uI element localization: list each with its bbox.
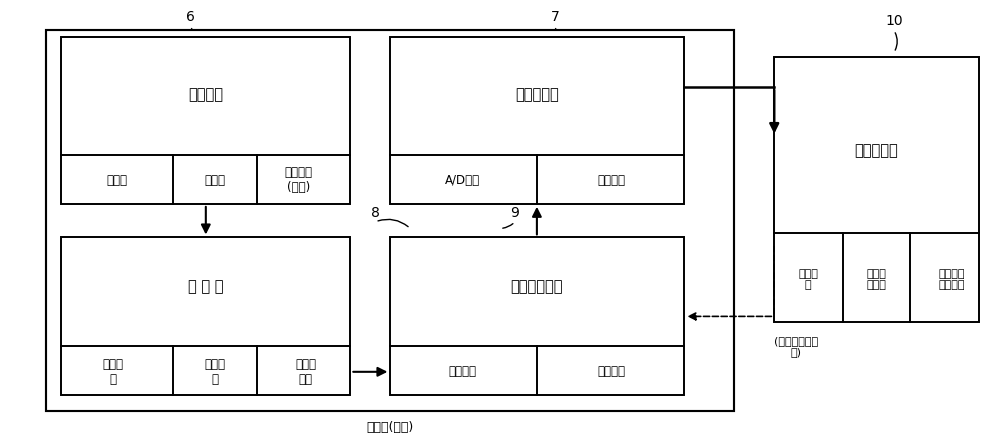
Text: 采集控
制: 采集控 制 — [798, 269, 818, 290]
Bar — [390, 37, 684, 204]
Bar — [61, 37, 350, 204]
Text: 恒压源: 恒压源 — [107, 174, 128, 187]
Text: A/D转换: A/D转换 — [445, 174, 480, 187]
Text: 7: 7 — [550, 10, 559, 24]
Text: 数据处
理分析: 数据处 理分析 — [866, 269, 886, 290]
Text: 源电阵
设置: 源电阵 设置 — [295, 358, 316, 386]
Text: 电压调
节: 电压调 节 — [103, 358, 124, 386]
Text: 参数提取
报告生成: 参数提取 报告生成 — [938, 269, 965, 290]
Text: 恒流源: 恒流源 — [204, 174, 225, 187]
Text: 屏蔽箱(可选): 屏蔽箱(可选) — [367, 422, 414, 435]
Text: 计算机系统: 计算机系统 — [854, 143, 898, 158]
Text: 6: 6 — [186, 10, 195, 24]
Text: 白噪声源
(选配): 白噪声源 (选配) — [285, 166, 313, 194]
Text: 程控放大: 程控放大 — [598, 174, 626, 187]
Text: 8: 8 — [371, 206, 380, 220]
Text: 10: 10 — [885, 14, 903, 28]
Text: 低噪声放大器: 低噪声放大器 — [511, 279, 563, 294]
Bar — [390, 237, 684, 396]
Text: 带宽控制: 带宽控制 — [598, 365, 626, 378]
Bar — [774, 57, 979, 322]
Text: (特定放大器可
控): (特定放大器可 控) — [774, 336, 818, 357]
Text: 适 配 器: 适 配 器 — [188, 279, 224, 294]
Text: 9: 9 — [511, 206, 519, 220]
Text: 增益控制: 增益控制 — [448, 365, 476, 378]
Bar — [61, 237, 350, 396]
Text: 偏置电源: 偏置电源 — [188, 87, 223, 103]
Bar — [46, 30, 734, 411]
Text: 电流调
节: 电流调 节 — [204, 358, 225, 386]
Text: 数据采集卡: 数据采集卡 — [515, 87, 559, 103]
